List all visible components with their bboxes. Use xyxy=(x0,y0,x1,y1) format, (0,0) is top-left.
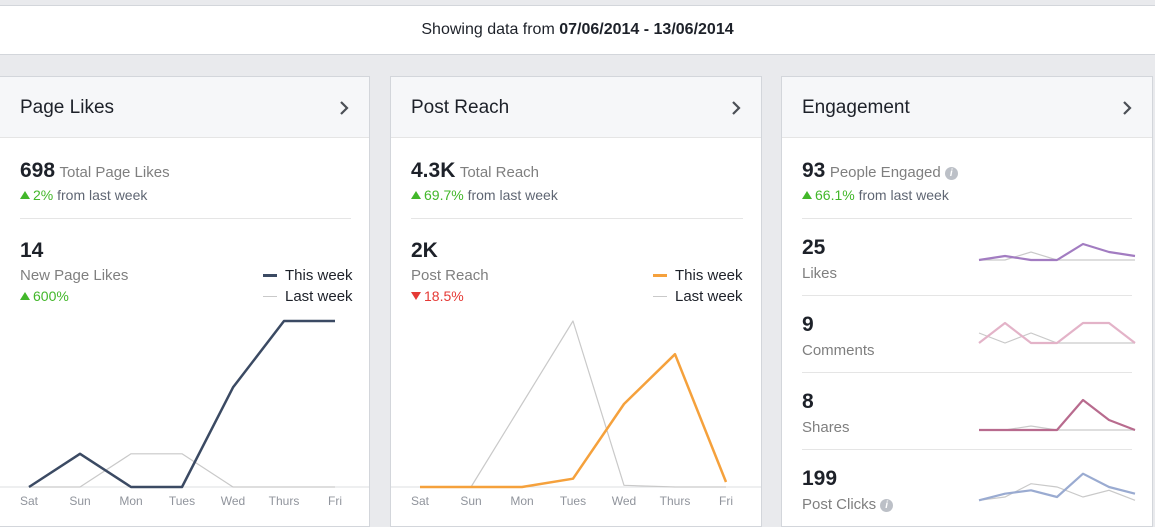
legend-swatch xyxy=(263,274,277,277)
legend-swatch xyxy=(263,296,277,297)
shares-value: 8 xyxy=(802,390,814,413)
engagement-row-comments[interactable]: 9 Comments xyxy=(782,295,1152,372)
legend-swatch xyxy=(653,274,667,277)
chevron-right-icon[interactable] xyxy=(1118,99,1136,117)
shares-sparkline xyxy=(979,398,1136,432)
post-reach-chart: Sat Sun Mon Tues Wed Thurs Fri xyxy=(391,320,761,508)
sparkline-this-week xyxy=(978,321,1136,345)
date-range-prefix: Showing data from xyxy=(421,21,555,38)
x-tick-label: Wed xyxy=(612,494,636,508)
total-page-likes-change: 2% from last week xyxy=(20,187,147,203)
up-arrow-icon xyxy=(802,191,812,199)
engagement-header[interactable]: Engagement xyxy=(782,77,1152,138)
total-page-likes-value: 698 xyxy=(20,159,56,182)
comments-value: 9 xyxy=(802,313,814,336)
down-arrow-icon xyxy=(411,292,421,300)
legend-last-week: Last week xyxy=(653,288,743,305)
post-clicks-value: 199 xyxy=(802,467,838,490)
likes-sparkline xyxy=(978,242,1136,262)
x-tick-label: Mon xyxy=(119,494,142,508)
x-tick-label: Fri xyxy=(719,494,733,508)
series-line-this-week xyxy=(28,319,335,489)
engagement-card: Engagement 93 People Engaged i 66.1% from… xyxy=(781,76,1153,527)
total-reach-value: 4.3K xyxy=(411,159,456,182)
x-tick-label: Tues xyxy=(169,494,195,508)
page-likes-chart: Sat Sun Mon Tues Wed Thurs Fri xyxy=(0,319,369,508)
engagement-row-likes[interactable]: 25 Likes xyxy=(782,218,1152,295)
likes-value: 25 xyxy=(802,236,826,259)
x-tick-label: Sun xyxy=(460,494,481,508)
up-arrow-icon xyxy=(20,191,30,199)
sparkline-last-week xyxy=(978,483,1136,501)
new-page-likes-change: 600% xyxy=(20,288,69,304)
people-engaged-value: 93 xyxy=(802,159,826,182)
series-line-last-week xyxy=(420,320,726,488)
up-arrow-icon xyxy=(411,191,421,199)
post-reach-header[interactable]: Post Reach xyxy=(391,77,761,138)
x-tick-label: Sun xyxy=(69,494,90,508)
engagement-title: Engagement xyxy=(802,97,910,118)
series-line-last-week xyxy=(29,453,335,488)
total-page-likes-label: Total Page Likes xyxy=(59,164,170,181)
series-line-this-week xyxy=(420,352,728,489)
total-reach-label: Total Reach xyxy=(459,164,540,181)
chevron-right-icon[interactable] xyxy=(335,99,353,117)
new-page-likes-value: 14 xyxy=(20,239,44,262)
x-tick-label: Mon xyxy=(510,494,533,508)
divider xyxy=(411,218,743,219)
sparkline-this-week xyxy=(978,472,1136,502)
x-tick-label: Wed xyxy=(221,494,245,508)
new-page-likes-label: New Page Likes xyxy=(20,267,129,284)
page-likes-card: Page Likes 698 Total Page Likes 2% from … xyxy=(0,76,370,527)
legend-last-week: Last week xyxy=(263,288,353,305)
divider xyxy=(20,218,351,219)
x-tick-label: Thurs xyxy=(660,494,691,508)
comments-sparkline xyxy=(978,321,1136,345)
post-reach-card: Post Reach 4.3K Total Reach 69.7% from l… xyxy=(390,76,762,527)
comments-label: Comments xyxy=(802,342,875,359)
legend-this-week: This week xyxy=(263,267,353,284)
people-engaged-label: People Engaged xyxy=(829,164,941,181)
people-engaged-change: 66.1% from last week xyxy=(802,187,949,203)
sparkline-this-week xyxy=(978,242,1136,262)
divider xyxy=(802,449,1132,450)
info-icon[interactable]: i xyxy=(880,499,894,512)
likes-label: Likes xyxy=(802,265,838,282)
engagement-row-post-clicks[interactable]: 199 Post Clicks i xyxy=(782,449,1152,526)
info-icon[interactable]: i xyxy=(944,167,958,180)
post-reach-change: 18.5% xyxy=(411,288,464,304)
page-likes-header[interactable]: Page Likes xyxy=(0,77,369,138)
engagement-row-shares[interactable]: 8 Shares xyxy=(782,372,1152,449)
post-clicks-label: Post Clicks i xyxy=(802,496,894,513)
x-tick-label: Sat xyxy=(20,494,39,508)
x-tick-label: Fri xyxy=(328,494,342,508)
x-tick-label: Thurs xyxy=(269,494,300,508)
up-arrow-icon xyxy=(20,292,30,300)
chevron-right-icon[interactable] xyxy=(727,99,745,117)
date-range-value: 07/06/2014 - 13/06/2014 xyxy=(559,21,734,38)
x-tick-label: Sat xyxy=(411,494,430,508)
x-tick-label: Tues xyxy=(560,494,586,508)
legend-swatch xyxy=(653,296,667,297)
post-reach-value: 2K xyxy=(411,239,438,262)
divider xyxy=(802,218,1132,219)
sparkline-last-week xyxy=(978,332,1135,344)
date-range-banner: Showing data from 07/06/2014 - 13/06/201… xyxy=(0,5,1155,55)
total-reach-change: 69.7% from last week xyxy=(411,187,558,203)
post-reach-label: Post Reach xyxy=(411,267,489,284)
sparkline-this-week xyxy=(979,398,1136,432)
page-likes-title: Page Likes xyxy=(20,97,115,118)
divider xyxy=(802,372,1132,373)
shares-label: Shares xyxy=(802,419,850,436)
legend-this-week: This week xyxy=(653,267,743,284)
divider xyxy=(802,295,1132,296)
post-reach-title: Post Reach xyxy=(411,97,510,118)
post-clicks-sparkline xyxy=(978,472,1136,502)
